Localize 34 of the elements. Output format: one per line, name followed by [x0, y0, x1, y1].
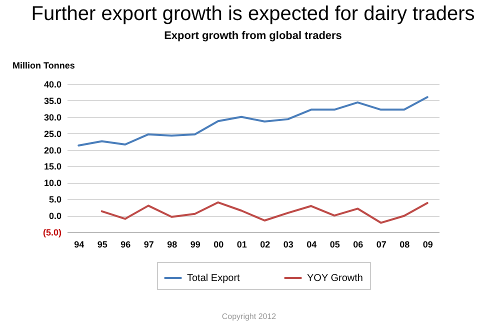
y-tick-label: 15.0 — [44, 162, 62, 172]
x-tick-label: 98 — [167, 240, 178, 250]
y-tick-label: 25.0 — [44, 128, 62, 139]
x-tick-label: 00 — [214, 240, 224, 250]
x-tick-label: 09 — [422, 240, 433, 250]
legend-label: YOY Growth — [307, 273, 363, 284]
x-tick-label: 99 — [190, 240, 200, 250]
x-tick-label: 04 — [306, 240, 317, 250]
x-tick-label: 01 — [236, 240, 247, 250]
y-tick-label: (5.0) — [42, 228, 62, 238]
x-tick-label: 02 — [260, 240, 270, 250]
x-tick-label: 95 — [97, 240, 108, 250]
y-axis-title: Million Tonnes — [12, 60, 75, 70]
y-tick-label: 20.0 — [44, 145, 62, 156]
x-tick-label: 94 — [74, 240, 84, 250]
y-tick-label: 40.0 — [44, 80, 62, 90]
x-tick-label: 03 — [283, 240, 294, 250]
line-series — [78, 96, 428, 146]
chart-subtitle: Export growth from global traders — [164, 30, 342, 42]
y-tick-label: 30.0 — [44, 112, 62, 122]
chart-title: Further export growth is expected for dairy traders — [31, 3, 475, 25]
y-tick-label: 35.0 — [44, 96, 62, 106]
y-tick-label: 5.0 — [48, 194, 62, 205]
x-tick-label: 07 — [376, 240, 386, 250]
x-tick-label: 05 — [330, 240, 340, 250]
y-tick-label: 0.0 — [48, 211, 62, 222]
x-tick-label: 96 — [120, 240, 131, 250]
line-series — [100, 201, 428, 224]
text: Copyright 2012 — [220, 312, 278, 321]
y-tick-label: 10.0 — [44, 178, 62, 188]
x-tick-label: 08 — [400, 240, 410, 250]
x-tick-label: 06 — [353, 240, 364, 250]
legend-label: Total Export — [187, 273, 240, 284]
x-tick-label: 97 — [144, 240, 154, 250]
